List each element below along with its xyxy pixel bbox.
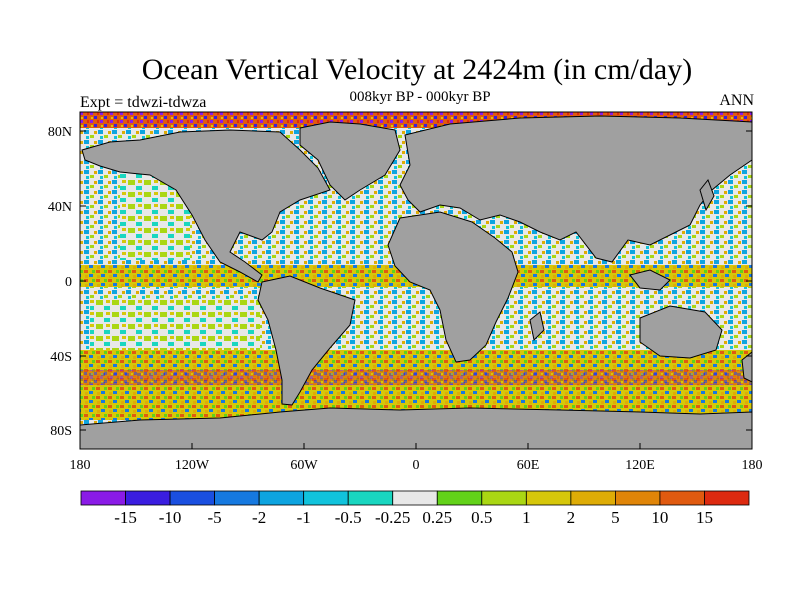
south-america (257, 275, 356, 406)
lat-tick-label: 40S (50, 350, 72, 365)
colorbar-swatch (169, 490, 215, 506)
greenland (299, 121, 401, 201)
colorbar-swatch (570, 490, 616, 506)
colorbar-swatch (80, 490, 126, 506)
lon-tick-label: 60W (290, 458, 318, 473)
experiment-label: Expt = tdwzi-tdwza (80, 94, 207, 111)
colorbar-label: -10 (159, 508, 182, 527)
japan (699, 179, 715, 212)
australia (639, 305, 723, 359)
colorbar: -15 -10 -5 -2 -1 -0.5 -0.25 0.25 0.5 1 2 5 10 15 (80, 490, 750, 527)
africa (387, 211, 519, 363)
indonesia (629, 269, 671, 291)
colorbar-label: 1 (522, 508, 531, 527)
season-label: ANN (719, 92, 754, 109)
colorbar-label: 10 (651, 508, 668, 527)
colorbar-swatch (303, 490, 349, 506)
colorbar-swatch (481, 490, 527, 506)
colorbar-swatch (258, 490, 305, 506)
lon-tick-label: 0 (413, 458, 420, 473)
colorbar-swatch (125, 490, 171, 506)
colorbar-label: -0.5 (335, 508, 362, 527)
colorbar-label: 2 (567, 508, 576, 527)
north-america (81, 129, 331, 283)
colorbar-label: 15 (696, 508, 713, 527)
colorbar-label: 5 (611, 508, 620, 527)
colorbar-swatch (214, 490, 260, 506)
map-subtitle: 008kyr BP - 000kyr BP (349, 89, 491, 105)
lon-tick-label: 120E (625, 458, 655, 473)
colorbar-label: 0.5 (471, 508, 492, 527)
colorbar-label: -15 (114, 508, 137, 527)
colorbar-swatch (704, 490, 750, 506)
colorbar-label: -5 (208, 508, 222, 527)
lat-ticks (80, 130, 752, 431)
colorbar-swatch (525, 490, 572, 506)
land-masses (79, 115, 753, 450)
madagascar (529, 311, 545, 342)
lon-tick-label: 180 (70, 458, 91, 473)
lat-tick-label: 80S (50, 424, 72, 439)
map-title: Ocean Vertical Velocity at 2424m (in cm/… (141, 53, 693, 86)
colorbar-label: -0.25 (375, 508, 410, 527)
lon-tick-label: 120W (175, 458, 210, 473)
colorbar-swatch (436, 490, 483, 506)
lon-tick-label: 60E (517, 458, 540, 473)
lon-ticks (191, 443, 641, 449)
lon-tick-label: 180 (742, 458, 763, 473)
lat-tick-label: 40N (48, 200, 72, 215)
colorbar-swatch (392, 490, 438, 506)
colorbar-label: -1 (297, 508, 311, 527)
colorbar-swatch (615, 490, 661, 506)
lat-tick-label: 0 (65, 275, 72, 290)
eurasia (399, 115, 753, 263)
colorbar-swatch (347, 490, 394, 506)
lat-tick-label: 80N (48, 125, 72, 140)
colorbar-swatch (659, 490, 705, 506)
colorbar-label: -2 (252, 508, 266, 527)
colorbar-label: 0.25 (422, 508, 452, 527)
